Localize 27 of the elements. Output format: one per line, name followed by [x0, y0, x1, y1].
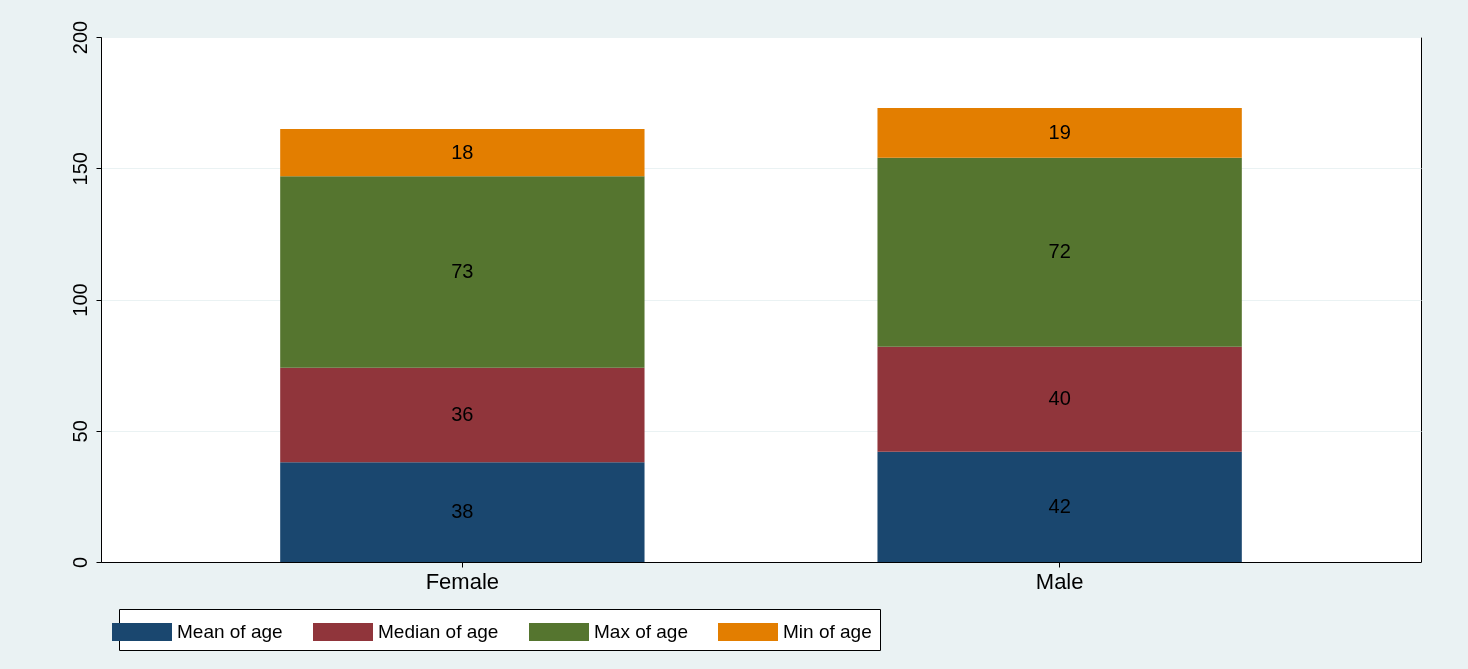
legend-label: Median of age	[378, 621, 499, 642]
data-label: 38	[451, 500, 474, 523]
y-tick-label: 150	[68, 152, 91, 186]
legend-label: Max of age	[594, 621, 688, 642]
bar	[877, 346, 1242, 452]
data-label: 73	[451, 259, 474, 282]
bar	[877, 107, 1242, 158]
y-tick-label: 0	[68, 556, 91, 569]
y-tick-label: 100	[68, 283, 91, 317]
y-tick-label: 200	[68, 20, 91, 55]
y-tick-label: 50	[68, 420, 91, 443]
legend-label: Min of age	[783, 621, 872, 642]
bar	[877, 451, 1242, 562]
data-label: 40	[1048, 387, 1071, 410]
data-label: 42	[1048, 494, 1071, 517]
bar	[280, 176, 645, 368]
bar	[280, 367, 645, 463]
bar	[280, 128, 645, 177]
legend-label: Mean of age	[177, 621, 283, 642]
data-label: 18	[451, 140, 474, 163]
data-label: 72	[1048, 240, 1071, 263]
bar	[280, 462, 645, 562]
x-tick-label: Male	[1035, 568, 1084, 594]
data-label: 19	[1048, 120, 1071, 143]
data-label: 36	[451, 403, 474, 425]
bar	[877, 157, 1242, 347]
x-tick-label: Female	[425, 568, 500, 594]
